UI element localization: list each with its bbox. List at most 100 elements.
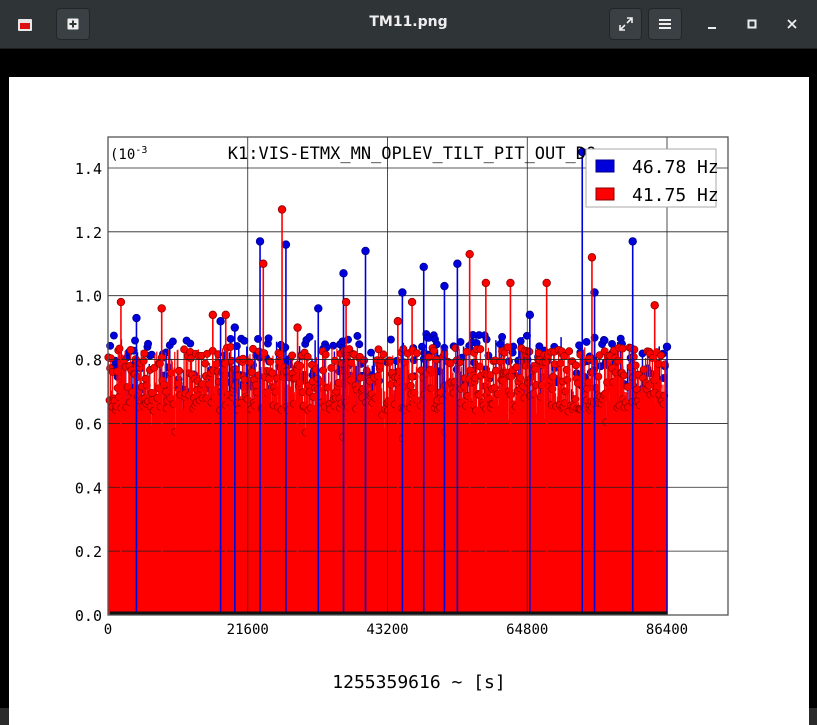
data-point (168, 337, 177, 346)
close-icon (787, 19, 797, 29)
data-point (239, 354, 248, 363)
data-point (305, 333, 314, 341)
peak-point (277, 205, 287, 214)
peak-point (407, 297, 417, 307)
data-point (186, 339, 195, 348)
hamburger-menu-icon (659, 19, 671, 29)
data-series-layer (104, 330, 669, 615)
data-point (260, 349, 269, 358)
data-point (644, 381, 653, 390)
data-point (413, 349, 421, 358)
data-point (572, 361, 580, 370)
peak-point (339, 269, 348, 278)
menu-button[interactable] (648, 8, 682, 40)
data-point (303, 352, 312, 361)
plot-frame (107, 136, 729, 616)
peak-point (157, 304, 166, 313)
chart-title: K1:VIS-ETMX_MN_OPLEV_TILT_PIT_OUT_DQ (228, 144, 596, 164)
data-point (212, 360, 221, 369)
peak-point (393, 317, 403, 326)
data-point (276, 350, 285, 359)
data-point (147, 350, 156, 359)
data-point (126, 346, 135, 354)
peak-point (255, 237, 265, 246)
legend-swatch (595, 187, 615, 201)
data-point (379, 350, 388, 359)
data-point (321, 350, 330, 359)
data-point (374, 345, 383, 354)
peak-point (465, 249, 474, 259)
data-point (639, 365, 648, 374)
expand-arrows-icon (618, 17, 633, 31)
new-tab-button[interactable] (56, 8, 90, 40)
peak-point (361, 246, 370, 256)
plus-icon (67, 18, 79, 30)
data-point (240, 336, 249, 345)
data-point (327, 363, 336, 372)
data-point (186, 354, 195, 363)
data-point (429, 346, 438, 355)
peak-point (628, 237, 637, 246)
data-point (630, 345, 639, 354)
data-point (657, 351, 666, 360)
peak-point (208, 310, 218, 320)
window-title: TM11.png (369, 14, 448, 30)
data-point (288, 351, 297, 360)
legend-swatch (595, 159, 615, 173)
peak-point (662, 342, 672, 351)
data-point (331, 356, 339, 365)
peak-point (314, 304, 323, 313)
y-tick-label: 1.2 (75, 224, 102, 242)
peak-point (230, 323, 240, 332)
legend: 46.78 Hz 41.75 Hz (585, 148, 719, 208)
peak-point (506, 278, 515, 288)
fullscreen-button[interactable] (609, 8, 642, 40)
x-tick-label: 86400 (646, 622, 688, 638)
image-viewport[interactable]: 0.0 0.2 0.4 0.6 0.8 1.0 1.2 1.4 0 21600 43200 64800… (0, 49, 817, 725)
series-41-75hz (104, 343, 669, 615)
peak-point (221, 310, 230, 320)
data-point (496, 340, 505, 349)
data-point (319, 366, 328, 375)
data-point (549, 372, 557, 381)
data-point (386, 335, 395, 344)
plot-image: 0.0 0.2 0.4 0.6 0.8 1.0 1.2 1.4 0 21600 43200 64800… (9, 77, 809, 725)
data-point (264, 334, 273, 343)
data-point (406, 381, 415, 390)
data-point (109, 331, 118, 340)
data-point (503, 343, 512, 352)
peak-markers-layer (110, 147, 672, 615)
minimize-button[interactable] (700, 12, 724, 36)
peak-point (398, 288, 407, 297)
image-viewer-icon[interactable] (10, 10, 40, 40)
maximize-button[interactable] (740, 12, 764, 36)
data-point (175, 366, 184, 375)
y-exponent-base: (10 (110, 147, 135, 163)
data-point (240, 375, 249, 384)
data-point (231, 365, 240, 373)
y-tick-label: 0.2 (75, 543, 102, 561)
peak-point (216, 317, 225, 326)
data-point (583, 384, 592, 393)
data-point (362, 366, 371, 375)
y-tick-label: 1.0 (75, 288, 102, 306)
peak-point (281, 240, 291, 249)
y-tick-label: 0.0 (75, 607, 102, 625)
y-tick-label: 1.4 (75, 160, 102, 178)
legend-label: 41.75 Hz (632, 185, 719, 206)
peak-point (587, 253, 597, 262)
peak-point (525, 310, 535, 320)
data-point (496, 357, 505, 366)
data-point (329, 341, 338, 350)
data-point (608, 340, 616, 348)
data-point (475, 362, 484, 371)
data-point (600, 336, 609, 345)
maximize-icon (747, 19, 757, 29)
data-point (582, 337, 591, 346)
data-point (360, 356, 369, 365)
y-tick-label: 0.6 (75, 415, 102, 433)
data-point (618, 344, 627, 353)
legend-label: 46.78 Hz (632, 157, 719, 178)
data-point (131, 336, 139, 345)
close-button[interactable] (780, 12, 804, 36)
